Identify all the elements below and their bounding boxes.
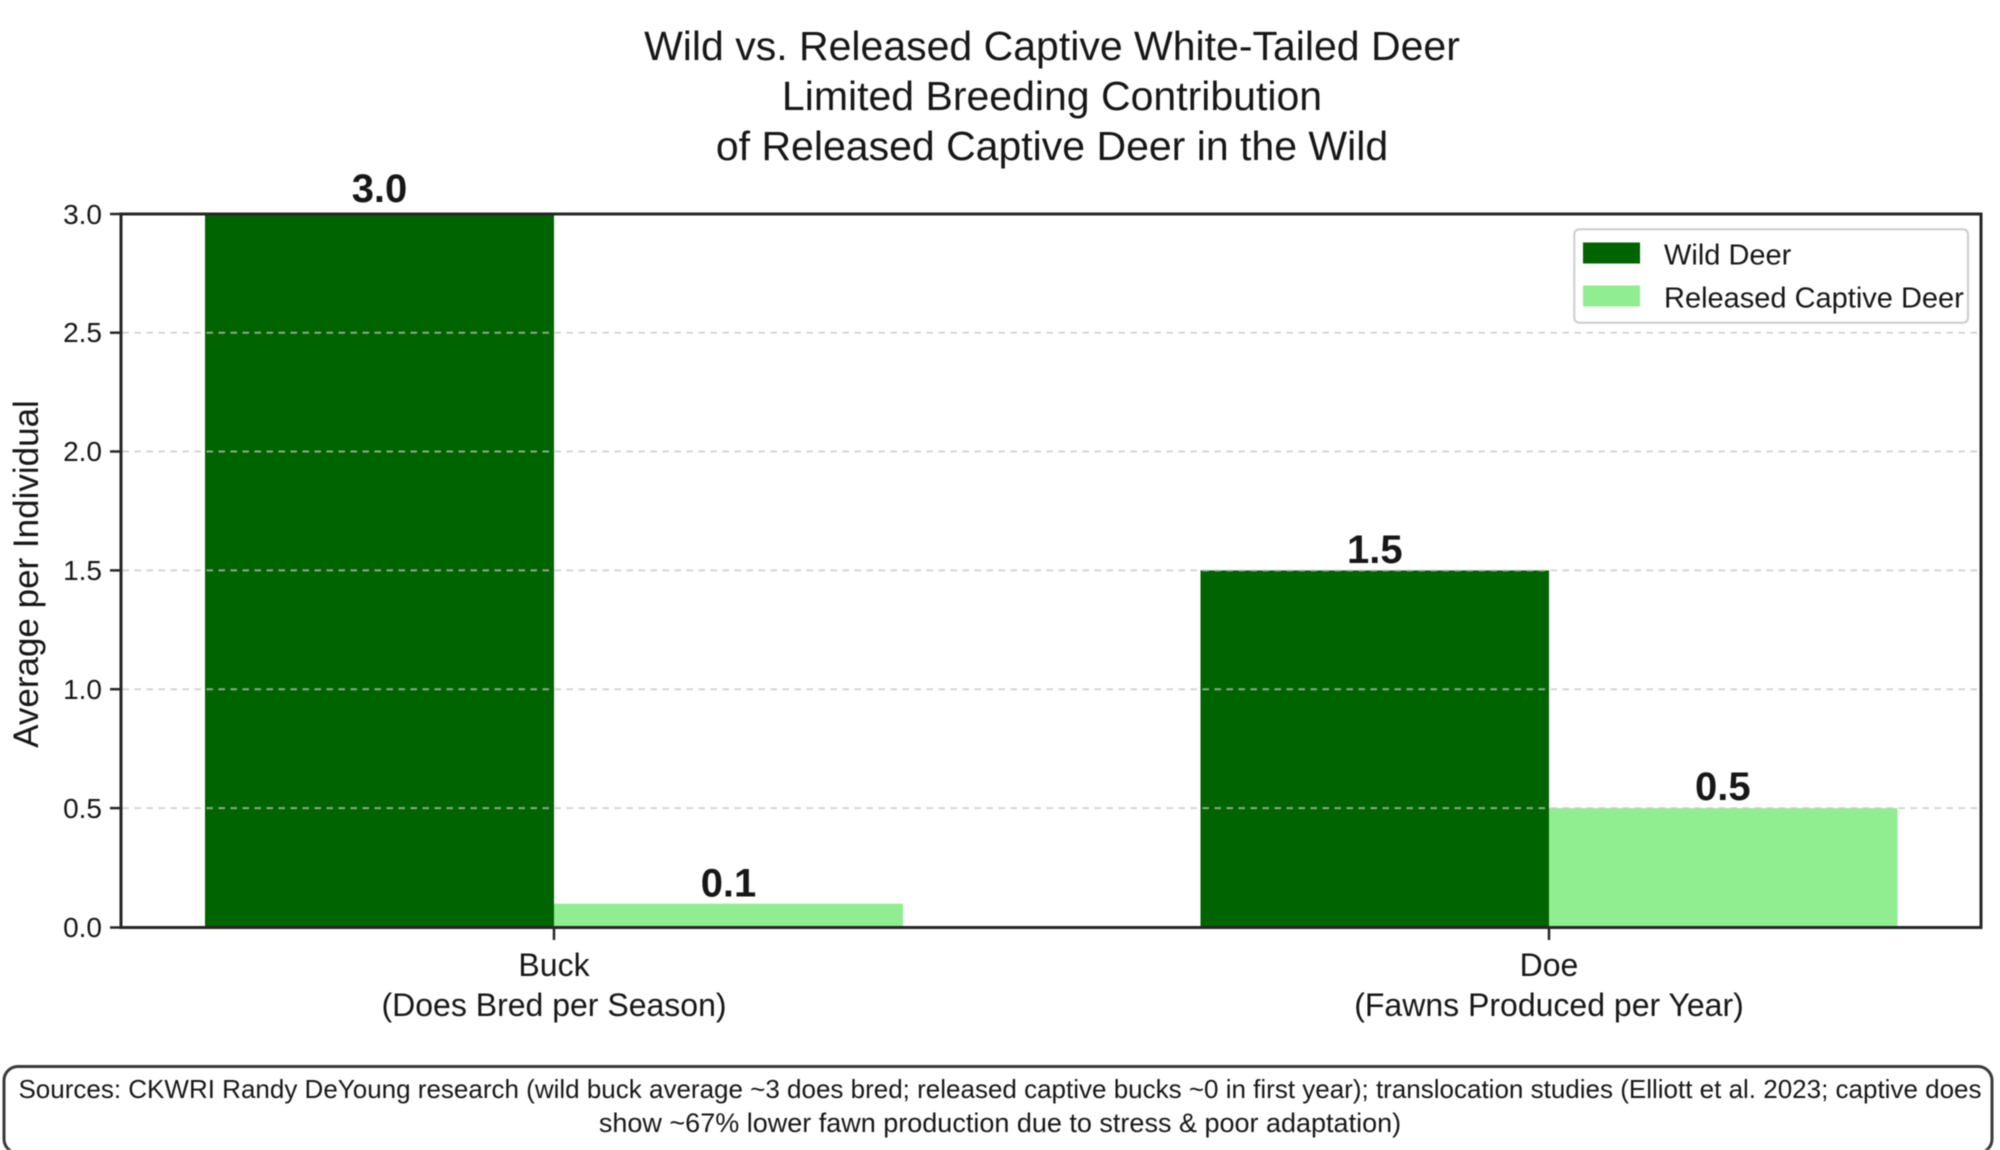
- svg-text:Wild Deer: Wild Deer: [1664, 240, 1792, 272]
- svg-text:Released Captive Deer: Released Captive Deer: [1664, 283, 1964, 315]
- svg-text:2.0: 2.0: [63, 436, 102, 467]
- svg-text:Sources: CKWRI Randy DeYoung r: Sources: CKWRI Randy DeYoung research (w…: [18, 1074, 1981, 1104]
- svg-text:0.1: 0.1: [701, 862, 757, 906]
- svg-text:Buck: Buck: [518, 947, 590, 983]
- svg-text:0.5: 0.5: [1695, 765, 1751, 809]
- svg-text:0.5: 0.5: [63, 793, 102, 824]
- svg-text:Average per Individual: Average per Individual: [7, 400, 46, 748]
- svg-text:(Fawns Produced per Year): (Fawns Produced per Year): [1354, 987, 1744, 1023]
- svg-text:1.5: 1.5: [1347, 528, 1403, 572]
- svg-text:show ~67% lower fawn productio: show ~67% lower fawn production due to s…: [599, 1108, 1401, 1138]
- svg-text:Doe: Doe: [1520, 947, 1579, 983]
- svg-text:1.5: 1.5: [63, 555, 102, 586]
- svg-text:(Does Bred per Season): (Does Bred per Season): [381, 987, 726, 1023]
- svg-text:1.0: 1.0: [63, 674, 102, 705]
- svg-text:0.0: 0.0: [63, 912, 102, 943]
- svg-text:3.0: 3.0: [352, 167, 408, 211]
- svg-text:Wild vs. Released Captive Whit: Wild vs. Released Captive White-Tailed D…: [644, 23, 1460, 69]
- svg-text:3.0: 3.0: [63, 199, 102, 230]
- svg-text:2.5: 2.5: [63, 317, 102, 348]
- svg-text:Limited Breeding Contribution: Limited Breeding Contribution: [782, 73, 1322, 119]
- svg-text:of Released Captive Deer in th: of Released Captive Deer in the Wild: [716, 123, 1388, 169]
